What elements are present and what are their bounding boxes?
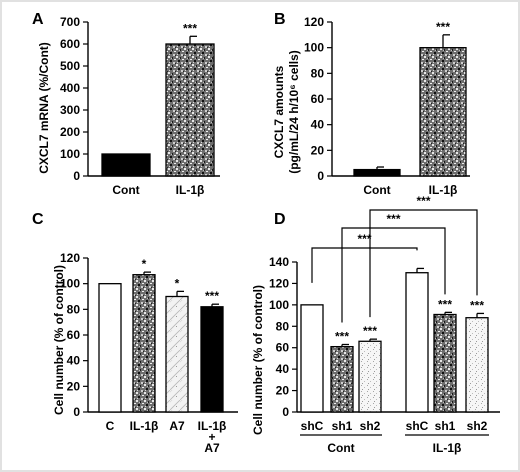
bar	[434, 315, 456, 413]
y-axis-label-b-line2: (pg/mL/24 h/10⁶ cells)	[287, 50, 301, 174]
y-tick-label: 40	[67, 354, 81, 368]
significance-label: ***	[183, 21, 197, 35]
x-category-label: shC	[406, 419, 429, 433]
bar	[99, 284, 121, 412]
y-tick-label: 100	[269, 298, 289, 312]
significance-label: ***	[438, 297, 452, 311]
y-tick-label: 200	[60, 125, 80, 139]
y-tick-label: 400	[60, 81, 80, 95]
x-category-label: IL-1β	[429, 183, 458, 197]
bar	[359, 341, 381, 412]
x-category-label: sh2	[360, 419, 381, 433]
y-tick-label: 40	[311, 118, 325, 132]
y-tick-label: 40	[276, 362, 290, 376]
panel-label-a: A	[32, 11, 44, 28]
x-category-label: Cont	[363, 183, 390, 197]
y-tick-label: 500	[60, 59, 80, 73]
bar	[166, 297, 188, 413]
y-axis-label-a: CXCL7 mRNA (%/Cont)	[37, 42, 51, 174]
bracket-label: ***	[386, 212, 400, 226]
panel-label-b: B	[274, 11, 286, 28]
x-category-label: IL-1β	[130, 419, 159, 433]
bar	[420, 48, 466, 176]
significance-label: ***	[205, 289, 219, 303]
y-tick-label: 300	[60, 103, 80, 117]
panel-label-c: C	[32, 211, 44, 228]
y-tick-label: 80	[276, 319, 290, 333]
x-category-label: sh1	[435, 419, 456, 433]
group-label: IL-1β	[433, 441, 462, 455]
y-tick-label: 0	[282, 405, 289, 419]
bar	[466, 318, 488, 412]
bar	[166, 44, 214, 176]
y-tick-label: 80	[67, 302, 81, 316]
y-tick-label: 0	[317, 169, 324, 183]
y-tick-label: 140	[269, 255, 289, 269]
significance-label: *	[142, 257, 147, 271]
bar	[102, 154, 150, 176]
significance-bracket	[312, 248, 417, 283]
y-tick-label: 120	[60, 251, 80, 265]
y-tick-label: 700	[60, 15, 80, 29]
x-category-label: sh1	[332, 419, 353, 433]
y-tick-label: 600	[60, 37, 80, 51]
y-tick-label: 60	[276, 341, 290, 355]
y-tick-label: 0	[73, 169, 80, 183]
significance-label: ***	[470, 298, 484, 312]
y-tick-label: 20	[67, 379, 81, 393]
y-tick-label: 60	[311, 92, 325, 106]
bar	[331, 347, 353, 412]
significance-label: ***	[436, 20, 450, 34]
y-tick-label: 60	[67, 328, 81, 342]
y-tick-label: 80	[311, 66, 325, 80]
bar	[406, 273, 428, 412]
bracket-label: ***	[416, 194, 430, 208]
x-category-label: A7	[204, 441, 220, 455]
x-category-label: C	[106, 419, 115, 433]
x-category-label: IL-1β	[176, 183, 205, 197]
bar	[133, 275, 155, 412]
significance-label: ***	[363, 324, 377, 338]
panel-a: A CXCL7 mRNA (%/Cont) 0 100 200 300 400 500 60…	[32, 11, 220, 197]
y-tick-label: 100	[60, 277, 80, 291]
bar	[354, 170, 400, 176]
panel-label-d: D	[274, 211, 286, 228]
panel-b: B CXCL7 amounts (pg/mL/24 h/10⁶ cells) 0…	[272, 11, 470, 197]
x-category-label: Cont	[112, 183, 139, 197]
y-tick-label: 100	[60, 147, 80, 161]
group-label: Cont	[327, 441, 354, 455]
x-category-label: sh2	[467, 419, 488, 433]
significance-label: ***	[335, 330, 349, 344]
x-category-label: shC	[301, 419, 324, 433]
bar	[301, 305, 323, 412]
y-tick-label: 20	[311, 143, 325, 157]
y-tick-label: 0	[73, 405, 80, 419]
significance-label: *	[175, 276, 180, 290]
y-axis-label-b-line1: CXCL7 amounts	[272, 65, 286, 158]
y-tick-label: 120	[304, 15, 324, 29]
y-axis-label-d: Cell number (% of control)	[251, 285, 265, 435]
y-tick-label: 120	[269, 276, 289, 290]
bar	[201, 307, 223, 412]
y-tick-label: 100	[304, 41, 324, 55]
panel-c: C Cell number (% of control) 02040608010…	[32, 211, 238, 455]
panel-d: D Cell number (% of control) 0 20 40 60 80 10…	[251, 194, 500, 455]
y-tick-label: 20	[276, 384, 290, 398]
x-category-label: A7	[169, 419, 185, 433]
